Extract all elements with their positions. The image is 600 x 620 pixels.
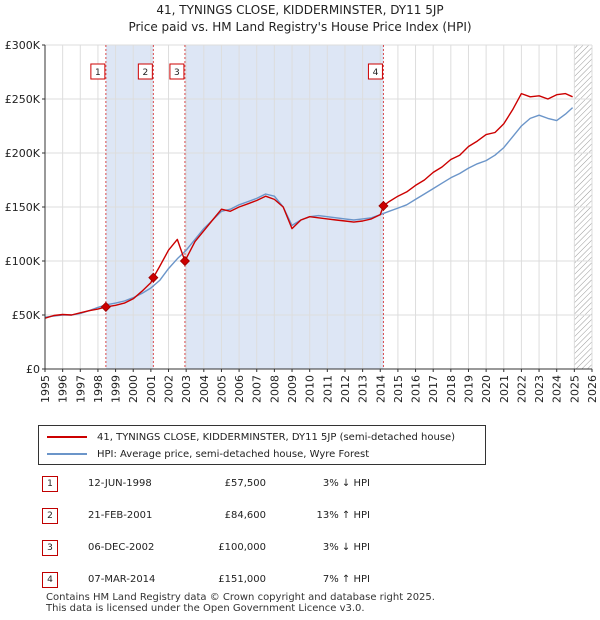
sale-point: [148, 272, 159, 283]
x-tick-label: 1997: [74, 375, 87, 403]
x-tick-label: 2021: [498, 375, 511, 403]
x-tick-label: 2019: [462, 375, 475, 403]
y-tick-label: £150K: [5, 201, 41, 214]
transaction-hpi-diff: 3% ↓ HPI: [322, 478, 370, 489]
transaction-row: 4 07-MAR-2014 £151,000 7% ↑ HPI: [0, 572, 600, 590]
legend-swatch-hpi: [47, 453, 87, 455]
y-tick-label: £0: [26, 363, 40, 376]
chart-legend: 41, TYNINGS CLOSE, KIDDERMINSTER, DY11 5…: [38, 425, 486, 465]
sale-label: 4: [367, 63, 383, 80]
legend-item-hpi: HPI: Average price, semi-detached house,…: [47, 446, 369, 462]
x-tick-label: 2005: [215, 375, 228, 403]
transaction-hpi-diff: 7% ↑ HPI: [322, 574, 370, 585]
transaction-hpi-diff: 3% ↓ HPI: [322, 542, 370, 553]
transaction-row: 1 12-JUN-1998 £57,500 3% ↓ HPI: [0, 476, 600, 494]
x-tick-label: 2003: [180, 375, 193, 403]
sale-label: 1: [90, 63, 106, 80]
sale-label-number: 1: [95, 68, 101, 78]
transaction-price: £100,000: [218, 542, 266, 553]
transaction-row: 3 06-DEC-2002 £100,000 3% ↓ HPI: [0, 540, 600, 558]
chart-subtitle: Price paid vs. HM Land Registry's House …: [128, 20, 472, 34]
price-chart: 1 2 3 4 £0 £50K £100K £150K £200K £250K £300K 1995…: [5, 39, 599, 403]
x-tick-label: 1999: [110, 375, 123, 403]
legend-label-hpi: HPI: Average price, semi-detached house,…: [97, 448, 370, 460]
x-tick-label: 2022: [515, 375, 528, 403]
x-tick-label: 2006: [233, 375, 246, 403]
transaction-date: 12-JUN-1998: [88, 478, 152, 489]
sale-label-box: [137, 63, 153, 80]
transaction-number: 3: [42, 540, 58, 556]
sale-label-box: [169, 63, 185, 80]
property-price-line: [45, 92, 573, 319]
footer-licence: This data is licensed under the Open Gov…: [46, 603, 365, 614]
sale-point: [179, 255, 190, 267]
x-tick-label: 2008: [268, 375, 281, 403]
x-tick-label: 2020: [480, 375, 493, 403]
footer-copyright: Contains HM Land Registry data © Crown c…: [46, 592, 435, 603]
x-tick-label: 2001: [145, 375, 158, 403]
y-tick-label: £50K: [12, 309, 41, 322]
x-tick-label: 2012: [339, 375, 352, 403]
transaction-row: 2 21-FEB-2001 £84,600 13% ↑ HPI: [0, 508, 600, 526]
x-tick-label: 2004: [198, 375, 211, 403]
x-tick-label: 2023: [533, 375, 546, 403]
transaction-date: 07-MAR-2014: [88, 574, 156, 585]
sale-label: 3: [169, 63, 185, 80]
transaction-number: 4: [42, 572, 58, 588]
sale-label-number: 3: [174, 68, 180, 78]
y-tick-label: £200K: [5, 147, 41, 160]
legend-swatch-property: [47, 436, 87, 438]
x-tick-label: 1996: [57, 375, 70, 403]
x-tick-label: 2017: [427, 375, 440, 403]
sale-label-number: 4: [373, 68, 379, 78]
sale-label-number: 2: [142, 68, 148, 78]
x-tick-label: 2010: [304, 375, 317, 403]
transaction-price: £57,500: [224, 478, 266, 489]
x-tick-label: 2011: [321, 375, 334, 403]
x-tick-label: 2014: [374, 375, 387, 403]
transaction-number: 2: [42, 508, 58, 524]
y-tick-label: £300K: [5, 39, 41, 52]
legend-label-property: 41, TYNINGS CLOSE, KIDDERMINSTER, DY11 5…: [97, 431, 456, 443]
transaction-date: 06-DEC-2002: [88, 542, 155, 553]
transaction-date: 21-FEB-2001: [88, 510, 153, 521]
sale-point: [100, 301, 111, 312]
sale-point: [378, 200, 389, 211]
x-tick-label: 2015: [392, 375, 405, 403]
chart-title: 41, TYNINGS CLOSE, KIDDERMINSTER, DY11 5…: [156, 3, 444, 17]
y-tick-label: £250K: [5, 93, 41, 106]
y-tick-label: £100K: [5, 255, 41, 268]
x-tick-label: 2002: [163, 375, 176, 403]
x-tick-label: 2016: [410, 375, 423, 403]
x-tick-label: 2024: [551, 375, 564, 403]
transaction-price: £151,000: [218, 574, 266, 585]
x-tick-label: 2007: [251, 375, 264, 403]
x-tick-label: 2026: [586, 375, 599, 403]
x-tick-label: 2018: [445, 375, 458, 403]
x-tick-label: 2025: [568, 375, 581, 403]
x-tick-label: 2000: [127, 375, 140, 403]
x-tick-label: 1998: [92, 375, 105, 403]
x-tick-label: 2009: [286, 375, 299, 403]
transaction-number: 1: [42, 476, 58, 492]
sale-label-box: [90, 63, 106, 80]
sale-label-box: [367, 63, 383, 80]
transaction-hpi-diff: 13% ↑ HPI: [316, 510, 370, 521]
legend-item-property: 41, TYNINGS CLOSE, KIDDERMINSTER, DY11 5…: [47, 429, 455, 445]
x-tick-label: 2013: [357, 375, 370, 403]
sale-label: 2: [137, 63, 153, 80]
transaction-price: £84,600: [224, 510, 266, 521]
x-tick-label: 1995: [39, 375, 52, 403]
